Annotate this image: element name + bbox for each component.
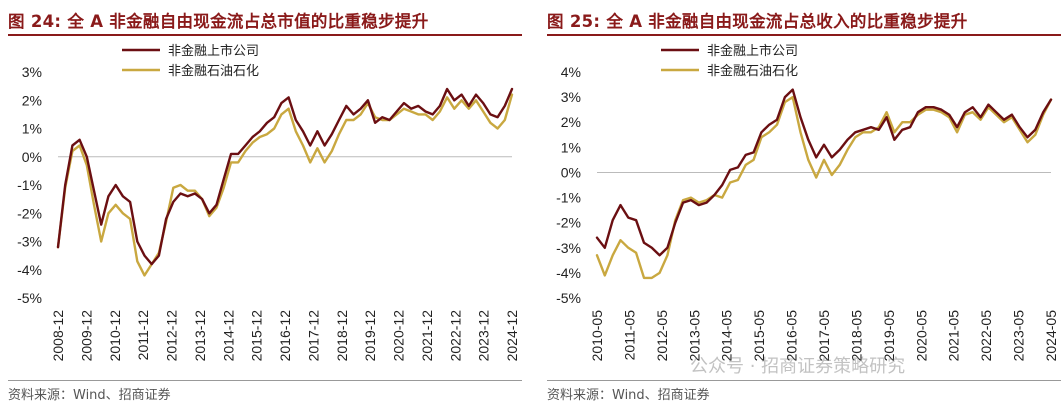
x-tick-label: 2014-05 (719, 310, 735, 362)
y-tick-label: -1% (17, 177, 42, 193)
source-divider (8, 380, 522, 381)
y-tick-label: 2% (561, 114, 581, 130)
series-line-listed-companies (56, 87, 514, 266)
x-tick-label: 2012-05 (654, 310, 670, 362)
x-tick-label: 2014-12 (220, 310, 236, 362)
x-tick-label: 2021-05 (946, 310, 962, 362)
y-tick-label: -3% (556, 240, 581, 256)
x-tick-label: 2016-12 (277, 310, 293, 362)
y-tick-label: 2% (22, 92, 42, 108)
x-tick-label: 2017-12 (305, 310, 321, 362)
series-line-listed-companies (595, 88, 1053, 257)
series-line-petro (56, 93, 514, 277)
line-chart-market-cap: 3% 2% 1% 0% -1% -2% -3% -4% -5% 2008-12 2009-12 201… (17, 43, 520, 362)
x-tick-label: 2023-12 (476, 310, 492, 362)
chart-panel-revenue: 图 25: 全 A 非金融自由现金流占总收入的比重稳步提升 4% 3% 2% 1% 0%… (539, 0, 1061, 406)
y-tick-label: -2% (17, 205, 42, 221)
x-tick-label: 2024-12 (504, 310, 520, 362)
y-tick-label: 1% (561, 139, 581, 155)
y-tick-label: 1% (22, 121, 42, 137)
title-divider (547, 34, 1061, 36)
y-tick-label: 0% (561, 164, 581, 180)
x-tick-label: 2010-12 (107, 310, 123, 362)
y-tick-label: -2% (556, 215, 581, 231)
x-tick-label: 2019-05 (881, 310, 897, 362)
x-tick-label: 2016-05 (784, 310, 800, 362)
x-tick-label: 2015-05 (751, 310, 767, 362)
x-tick-label: 2020-05 (913, 310, 929, 362)
x-tick-label: 2022-05 (978, 310, 994, 362)
x-tick-label: 2011-05 (621, 310, 637, 361)
x-tick-label: 2013-05 (686, 310, 702, 362)
chart-source: 资料来源：Wind、招商证券 (547, 388, 710, 403)
x-tick-label: 2010-05 (589, 310, 605, 362)
x-tick-label: 2020-12 (391, 310, 407, 362)
y-tick-label: 3% (561, 89, 581, 105)
y-tick-label: -3% (17, 234, 42, 250)
x-tick-label: 2018-05 (848, 310, 864, 362)
source-divider (547, 380, 1061, 381)
legend-label: 非金融石油石化 (707, 63, 798, 79)
x-tick-label: 2023-05 (1011, 310, 1027, 362)
y-tick-label: 4% (561, 64, 581, 80)
x-tick-label: 2024-05 (1043, 310, 1059, 362)
x-tick-label: 2017-05 (816, 310, 832, 362)
x-tick-label: 2009-12 (78, 310, 94, 362)
x-tick-label: 2013-12 (192, 310, 208, 362)
legend-label: 非金融上市公司 (707, 43, 798, 59)
chart-title: 图 25: 全 A 非金融自由现金流占总收入的比重稳步提升 (547, 12, 968, 31)
legend-label: 非金融上市公司 (168, 43, 259, 59)
y-tick-label: 3% (22, 64, 42, 80)
x-tick-label: 2018-12 (334, 310, 350, 362)
chart-title: 图 24: 全 A 非金融自由现金流占总市值的比重稳步提升 (8, 12, 429, 31)
y-tick-label: -5% (556, 290, 581, 306)
y-tick-label: -4% (17, 262, 42, 278)
y-tick-label: 0% (22, 149, 42, 165)
x-tick-label: 2008-12 (50, 310, 66, 362)
legend-label: 非金融石油石化 (168, 63, 259, 79)
y-tick-label: -5% (17, 290, 42, 306)
chart-panel-market-cap: 图 24: 全 A 非金融自由现金流占总市值的比重稳步提升 3% 2% 1% 0% -1… (0, 0, 522, 406)
x-tick-label: 2015-12 (249, 310, 265, 362)
chart-source: 资料来源：Wind、招商证券 (8, 388, 171, 403)
x-tick-label: 2022-12 (447, 310, 463, 362)
title-divider (8, 34, 522, 36)
x-tick-label: 2012-12 (164, 310, 180, 362)
line-chart-revenue: 4% 3% 2% 1% 0% -1% -2% -3% -4% -5% 2010-05 2011-05 2… (556, 43, 1059, 362)
y-tick-label: -4% (556, 265, 581, 281)
y-tick-label: -1% (556, 190, 581, 206)
x-tick-label: 2011-12 (135, 310, 151, 361)
x-tick-label: 2021-12 (419, 310, 435, 362)
x-tick-label: 2019-12 (362, 310, 378, 362)
